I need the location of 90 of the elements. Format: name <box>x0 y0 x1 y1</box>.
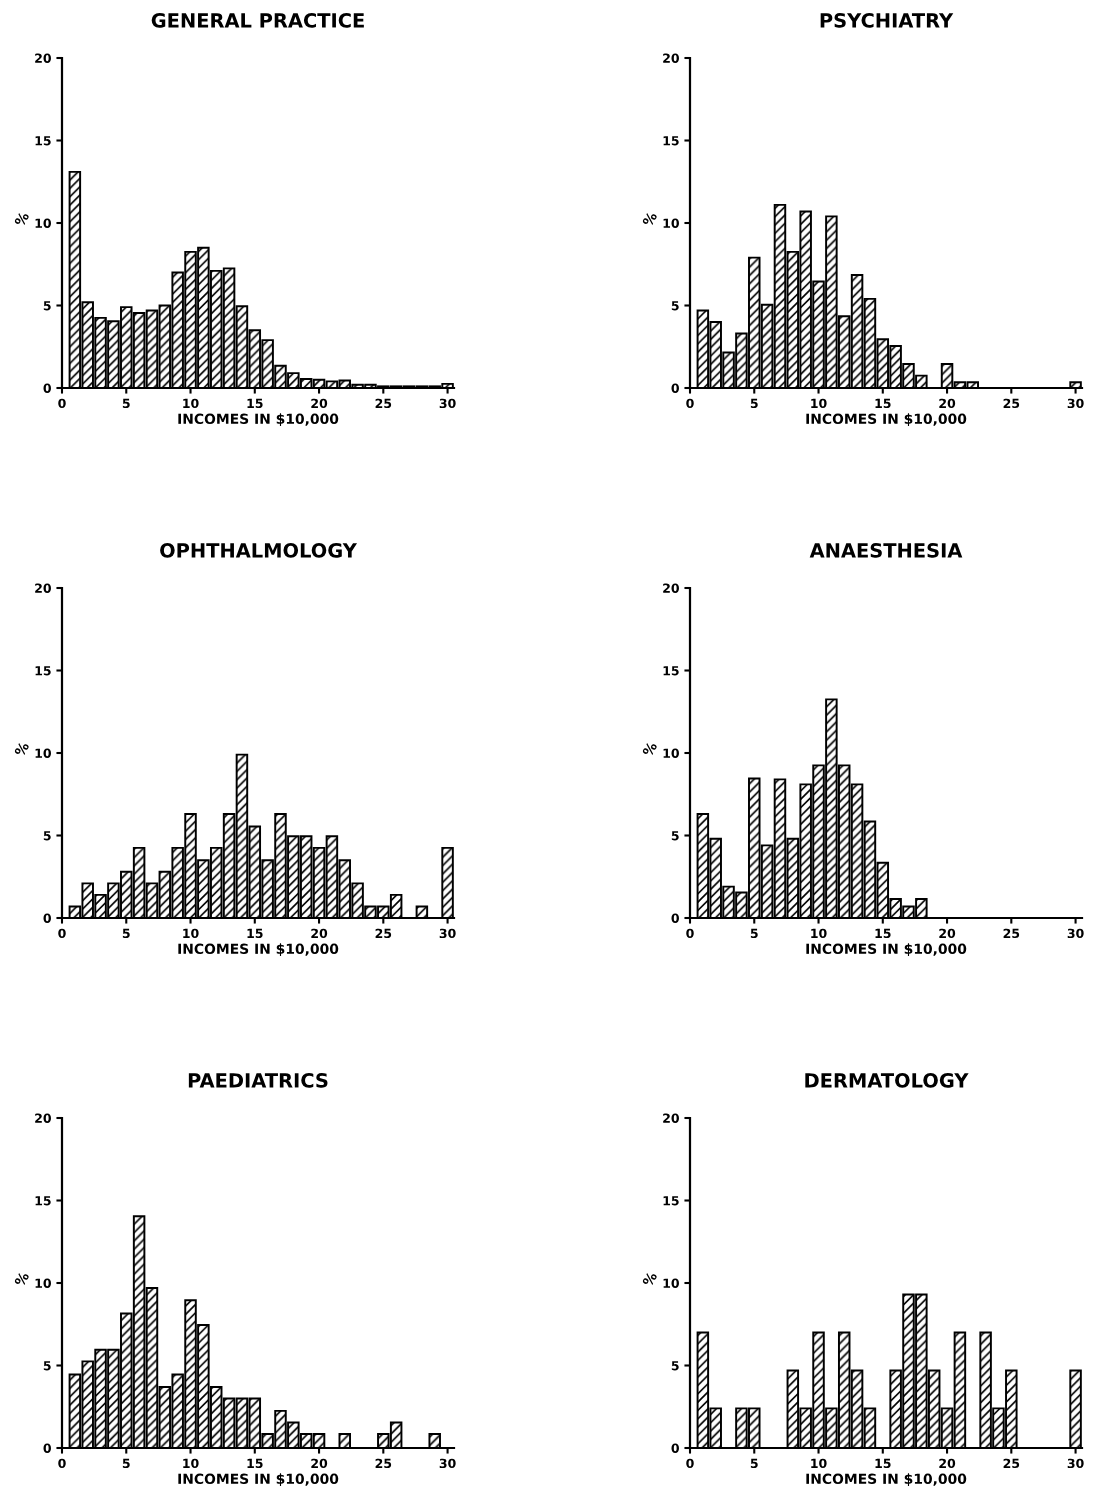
y-tick-label: 15 <box>663 1196 679 1206</box>
y-tick-label: 5 <box>43 831 51 841</box>
x-tick-label: 20 <box>939 398 956 409</box>
chart-title: OPHTHALMOLOGY <box>160 543 358 558</box>
y-tick-label: 0 <box>43 383 51 393</box>
x-tick-label: 5 <box>122 928 130 939</box>
y-tick-label: 20 <box>35 1113 51 1123</box>
x-tick-label: 30 <box>1067 1458 1084 1469</box>
y-tick-label: 5 <box>43 1361 51 1371</box>
x-tick-label: 30 <box>439 398 456 409</box>
y-tick-label: 0 <box>43 1443 51 1453</box>
y-tick-label: 20 <box>663 583 679 593</box>
y-tick-label: 15 <box>35 1196 51 1206</box>
x-tick-label: 0 <box>58 1458 66 1469</box>
x-tick-label: 10 <box>183 1458 199 1469</box>
y-tick-label: 15 <box>35 666 51 676</box>
y-tick-label: 5 <box>671 831 679 841</box>
x-tick-label: 0 <box>686 1458 694 1469</box>
x-tick-label: 15 <box>875 398 891 409</box>
x-axis-title: INCOMES IN $10,000 <box>806 943 967 956</box>
x-tick-label: 0 <box>58 928 66 939</box>
chart-title: PAEDIATRICS <box>188 1073 328 1088</box>
x-tick-label: 15 <box>247 928 263 939</box>
x-axis-title: INCOMES IN $10,000 <box>178 1473 339 1486</box>
y-tick-label: 5 <box>43 301 51 311</box>
y-tick-label: 20 <box>35 53 51 63</box>
x-tick-label: 5 <box>750 398 758 409</box>
y-tick-label: 10 <box>35 748 51 758</box>
y-tick-label: 10 <box>35 1278 51 1288</box>
chart-title: PSYCHIATRY <box>820 13 954 28</box>
x-tick-label: 5 <box>122 1458 130 1469</box>
y-axis-title: % <box>641 210 658 228</box>
y-tick-label: 15 <box>663 136 679 146</box>
x-tick-label: 20 <box>311 398 328 409</box>
y-tick-label: 10 <box>663 748 679 758</box>
x-tick-label: 5 <box>122 398 130 409</box>
x-tick-label: 30 <box>439 1458 456 1469</box>
x-tick-label: 10 <box>183 398 199 409</box>
x-tick-label: 0 <box>686 398 694 409</box>
x-tick-label: 10 <box>811 398 827 409</box>
x-tick-label: 5 <box>750 1458 758 1469</box>
x-tick-label: 25 <box>1003 398 1020 409</box>
x-tick-label: 25 <box>1003 928 1020 939</box>
x-tick-label: 25 <box>1003 1458 1020 1469</box>
x-tick-label: 30 <box>1067 928 1084 939</box>
x-tick-label: 10 <box>811 928 827 939</box>
x-axis-title: INCOMES IN $10,000 <box>178 943 339 956</box>
x-tick-label: 20 <box>311 928 328 939</box>
x-tick-label: 0 <box>686 928 694 939</box>
x-tick-label: 20 <box>939 928 956 939</box>
x-tick-label: 25 <box>375 1458 392 1469</box>
y-tick-label: 10 <box>663 218 679 228</box>
y-tick-label: 0 <box>671 913 679 923</box>
x-tick-label: 15 <box>875 928 891 939</box>
x-axis-title: INCOMES IN $10,000 <box>806 1473 967 1486</box>
chart-title: GENERAL PRACTICE <box>151 13 364 28</box>
y-tick-label: 10 <box>35 218 51 228</box>
chart-title: DERMATOLOGY <box>805 1073 969 1088</box>
y-tick-label: 15 <box>663 666 679 676</box>
x-axis-title: INCOMES IN $10,000 <box>178 413 339 426</box>
x-tick-label: 15 <box>247 1458 263 1469</box>
y-tick-label: 10 <box>663 1278 679 1288</box>
y-tick-label: 0 <box>43 913 51 923</box>
x-tick-label: 20 <box>939 1458 956 1469</box>
y-tick-label: 20 <box>663 1113 679 1123</box>
x-tick-label: 25 <box>375 928 392 939</box>
y-axis-title: % <box>13 1270 30 1288</box>
x-tick-label: 10 <box>811 1458 827 1469</box>
y-tick-label: 5 <box>671 301 679 311</box>
x-axis-title: INCOMES IN $10,000 <box>806 413 967 426</box>
chart-title: ANAESTHESIA <box>809 543 963 558</box>
x-tick-label: 30 <box>439 928 456 939</box>
y-tick-label: 15 <box>35 136 51 146</box>
y-tick-label: 20 <box>663 53 679 63</box>
x-tick-label: 20 <box>311 1458 328 1469</box>
y-axis-title: % <box>641 740 658 758</box>
y-axis-title: % <box>641 1270 658 1288</box>
x-tick-label: 10 <box>183 928 199 939</box>
x-tick-label: 25 <box>375 398 392 409</box>
x-tick-label: 5 <box>750 928 758 939</box>
y-tick-label: 0 <box>671 1443 679 1453</box>
y-axis-title: % <box>13 210 30 228</box>
x-tick-label: 15 <box>247 398 263 409</box>
y-tick-label: 20 <box>35 583 51 593</box>
y-axis-title: % <box>13 740 30 758</box>
x-tick-label: 15 <box>875 1458 891 1469</box>
x-tick-label: 30 <box>1067 398 1084 409</box>
x-tick-label: 0 <box>58 398 66 409</box>
y-tick-label: 0 <box>671 383 679 393</box>
y-tick-label: 5 <box>671 1361 679 1371</box>
